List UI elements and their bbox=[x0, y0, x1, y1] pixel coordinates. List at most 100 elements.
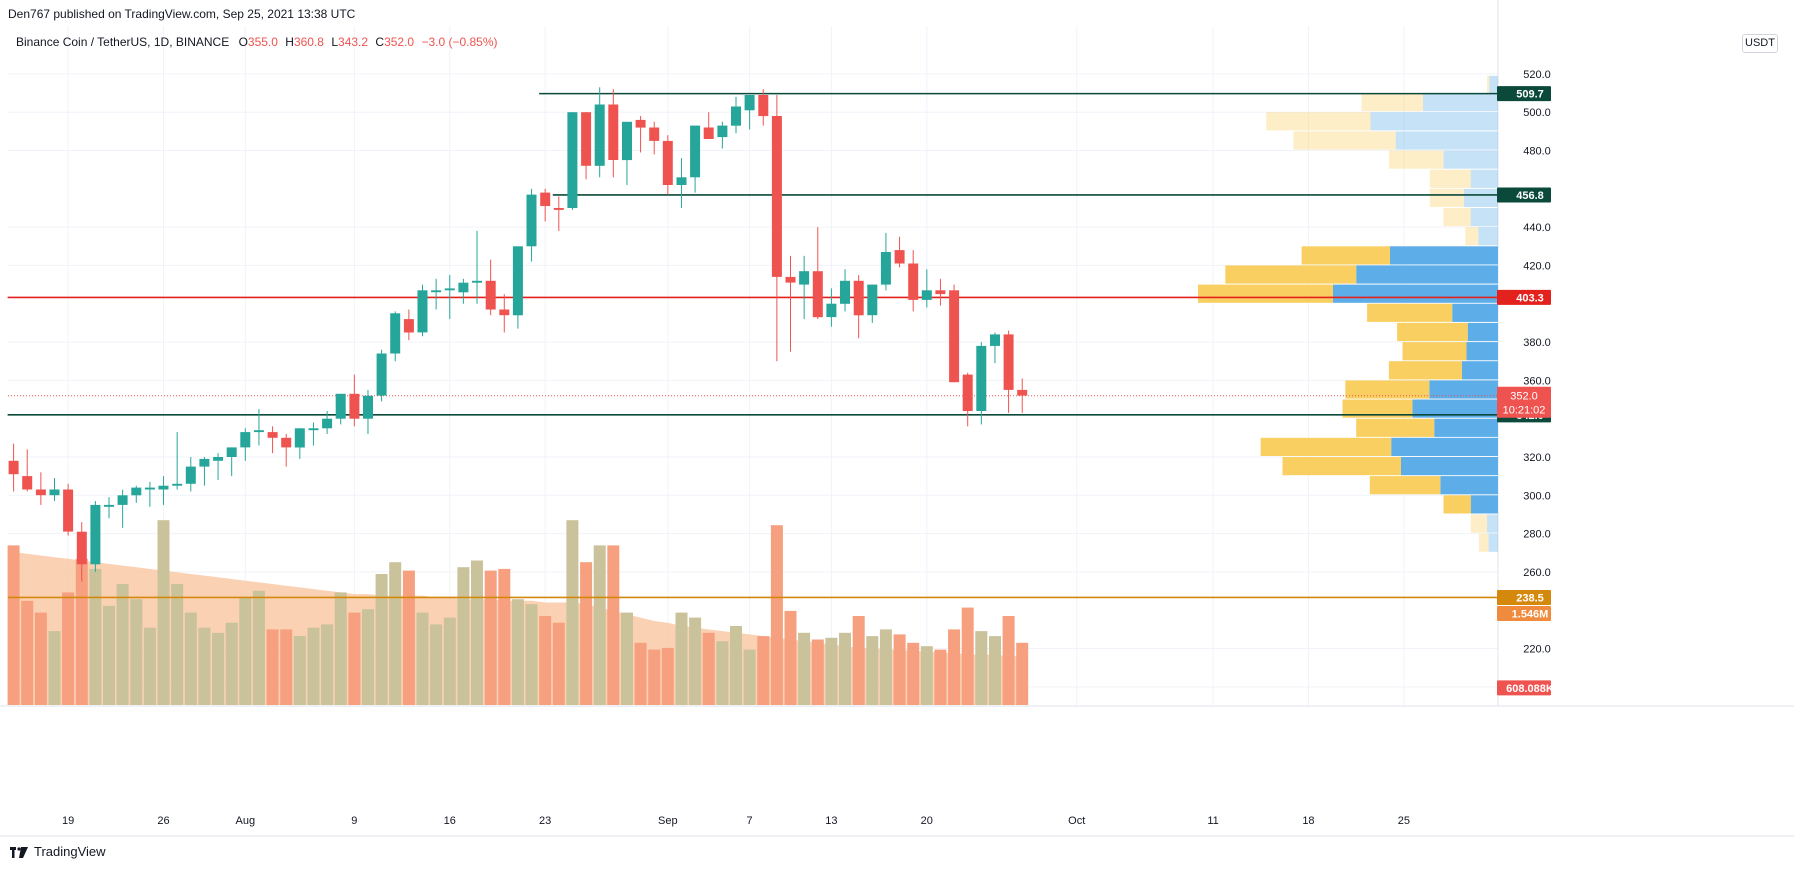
time-tick-26: 26 bbox=[157, 815, 169, 827]
time-tick-Aug: Aug bbox=[236, 815, 256, 827]
volume-bar bbox=[116, 584, 129, 705]
volume-profile-down bbox=[1293, 131, 1396, 150]
volume-profile-up bbox=[1466, 342, 1498, 361]
candle-body bbox=[485, 280, 496, 310]
candle-body bbox=[185, 466, 196, 484]
volume-bar bbox=[293, 636, 306, 705]
candle-body bbox=[949, 290, 960, 383]
volume-bar bbox=[566, 520, 579, 705]
volume-profile-up bbox=[1489, 75, 1498, 94]
volume-profile bbox=[1198, 75, 1498, 552]
currency-button[interactable]: USDT bbox=[1742, 34, 1778, 53]
price-tick-label: 480.0 bbox=[1523, 146, 1551, 158]
candle-body bbox=[771, 116, 782, 277]
volume-bar bbox=[866, 636, 879, 705]
volume-bar bbox=[252, 590, 265, 705]
candle-body bbox=[853, 280, 864, 316]
volume-profile-down bbox=[1198, 284, 1333, 303]
price-tick-label: 380.0 bbox=[1523, 337, 1551, 349]
volume-bar bbox=[402, 570, 415, 705]
publish-info: Den767 published on TradingView.com, Sep… bbox=[8, 7, 356, 21]
volume-bar bbox=[21, 600, 34, 705]
time-tick-23: 23 bbox=[539, 815, 551, 827]
volume-bar bbox=[62, 592, 75, 705]
volume-profile-down bbox=[1356, 418, 1435, 437]
volume-bar bbox=[852, 616, 865, 705]
candle-body bbox=[990, 334, 1000, 346]
candle-body bbox=[335, 393, 346, 419]
candle-body bbox=[758, 95, 769, 117]
volume-profile-down bbox=[1367, 303, 1453, 322]
candle-body bbox=[349, 393, 360, 419]
time-tick-20: 20 bbox=[921, 815, 933, 827]
candle-body bbox=[199, 458, 210, 467]
volume-bar bbox=[184, 612, 197, 705]
candle-body bbox=[131, 487, 142, 496]
volume-bar bbox=[484, 570, 497, 705]
candle-body bbox=[594, 104, 605, 166]
volume-profile-down bbox=[1470, 514, 1488, 533]
high-label: H bbox=[285, 35, 294, 49]
volume-profile-up bbox=[1463, 188, 1498, 207]
tradingview-brand[interactable]: TradingView bbox=[10, 844, 106, 859]
volume-profile-up bbox=[1487, 514, 1498, 533]
volume-bar bbox=[511, 599, 524, 705]
candle-body bbox=[158, 485, 169, 490]
volume-bar bbox=[961, 607, 974, 705]
volume-bar bbox=[634, 642, 647, 705]
volume-bar bbox=[430, 624, 443, 705]
close-label: C bbox=[375, 35, 385, 49]
time-tick-7: 7 bbox=[747, 815, 753, 827]
volume-bar bbox=[661, 647, 674, 705]
time-tick-25: 25 bbox=[1398, 815, 1410, 827]
volume-bar bbox=[907, 642, 920, 705]
volume-bar bbox=[157, 520, 170, 705]
candlestick-series bbox=[8, 87, 1028, 582]
time-tick-13: 13 bbox=[825, 815, 837, 827]
volume-bar bbox=[130, 599, 143, 705]
price-tick-label: 520.0 bbox=[1523, 69, 1551, 81]
volume-profile-up bbox=[1356, 265, 1498, 284]
current-price-badge: 352.0 bbox=[1510, 391, 1538, 403]
price-tick-label: 320.0 bbox=[1523, 452, 1551, 464]
candle-body bbox=[635, 119, 646, 128]
tradingview-logo-icon bbox=[10, 846, 28, 858]
volume-bar bbox=[580, 562, 593, 705]
volume-bar bbox=[389, 562, 402, 705]
low-label: L bbox=[331, 35, 339, 49]
volume-bar bbox=[348, 612, 361, 705]
time-tick-9: 9 bbox=[351, 815, 357, 827]
price-badge-403.3: 403.3 bbox=[1516, 292, 1544, 304]
volume-bar bbox=[920, 646, 933, 705]
volume-bar bbox=[334, 592, 347, 705]
volume-profile-up bbox=[1412, 399, 1498, 418]
candle-body bbox=[512, 246, 523, 316]
time-tick-Oct: Oct bbox=[1068, 815, 1085, 827]
volume-profile-up bbox=[1391, 437, 1498, 456]
candle-body bbox=[908, 263, 919, 300]
candle-body bbox=[717, 125, 728, 138]
time-tick-18: 18 bbox=[1302, 815, 1314, 827]
volume-bar bbox=[607, 545, 620, 705]
candle-body bbox=[622, 121, 632, 161]
symbol-legend: Binance Coin / TetherUS, 1D, BINANCE O35… bbox=[16, 35, 498, 49]
candle-body bbox=[22, 476, 33, 490]
volume-bar bbox=[498, 568, 511, 705]
high-value: 360.8 bbox=[293, 35, 324, 49]
volume-bar bbox=[702, 632, 715, 705]
price-tick-label: 300.0 bbox=[1523, 490, 1551, 502]
open-label: O bbox=[238, 35, 248, 49]
price-axis: 200.0220.0260.0280.0300.0320.0360.0380.0… bbox=[1523, 69, 1551, 694]
candle-body bbox=[812, 271, 823, 318]
volume-bar bbox=[716, 641, 729, 705]
volume-profile-up bbox=[1434, 418, 1498, 437]
candle-body bbox=[431, 290, 442, 293]
volume-profile-down bbox=[1388, 150, 1444, 169]
candle-body bbox=[880, 252, 891, 285]
volume-bar bbox=[689, 617, 702, 705]
candle-body bbox=[499, 309, 510, 316]
volume-bar bbox=[34, 612, 47, 705]
volume-bar bbox=[225, 622, 238, 705]
volume-profile-down bbox=[1429, 169, 1471, 188]
